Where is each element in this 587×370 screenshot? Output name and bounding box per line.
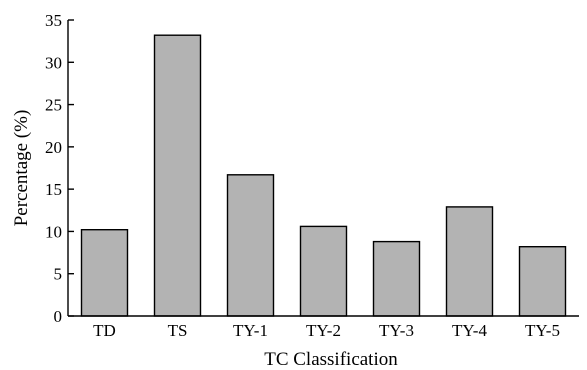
axes-group — [67, 19, 579, 317]
x-tick-label: TY-1 — [233, 321, 268, 340]
y-tick-label: 10 — [45, 222, 62, 241]
x-axis-title: TC Classification — [264, 349, 398, 370]
bar-ty-4 — [445, 206, 494, 317]
ticks-group: TD TS TY-1 TY-2 TY-3 TY-4 TY-5 0 5 10 15 20 25 30 35 — [45, 11, 560, 340]
y-axis-title: Percentage (%) — [11, 110, 32, 227]
y-tick-label: 35 — [45, 11, 62, 30]
bar-ty-3 — [372, 240, 421, 317]
y-tick-label: 20 — [45, 138, 62, 157]
x-tick-label: TD — [93, 321, 116, 340]
y-tick-label: 30 — [45, 53, 62, 72]
x-tick-label: TY-5 — [525, 321, 560, 340]
bars-group — [80, 34, 567, 317]
bar-ty-2 — [299, 225, 348, 317]
y-tick-label: 15 — [45, 180, 62, 199]
bar-td — [80, 228, 129, 317]
y-tick-label: 25 — [45, 96, 62, 115]
bar-ty-1 — [226, 174, 275, 317]
x-tick-label: TY-2 — [306, 321, 341, 340]
y-tick-label: 5 — [54, 265, 63, 284]
bar-ts — [153, 34, 202, 317]
bar-ty-5 — [518, 245, 567, 317]
x-tick-label: TY-4 — [452, 321, 487, 340]
x-tick-label: TY-3 — [379, 321, 414, 340]
x-tick-label: TS — [168, 321, 188, 340]
y-tick-label: 0 — [54, 307, 63, 326]
